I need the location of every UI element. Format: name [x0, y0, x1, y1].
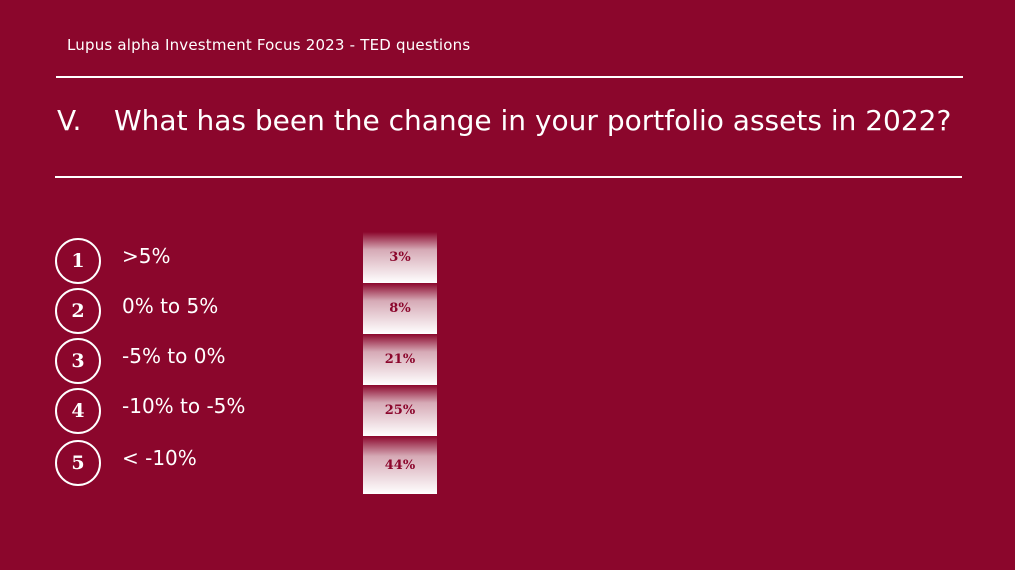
answer-row: 4 -10% to -5%: [0, 386, 500, 437]
answer-bar: 8%: [363, 283, 437, 334]
answer-number-badge: 2: [55, 288, 101, 334]
question-text: What has been the change in your portfol…: [114, 104, 952, 137]
answer-label: >5%: [122, 244, 171, 268]
answer-bar: 3%: [363, 232, 437, 283]
answer-label: -5% to 0%: [122, 344, 226, 368]
answer-bar: 21%: [363, 334, 437, 385]
answer-row: 5 < -10%: [0, 438, 500, 489]
answer-number-badge: 3: [55, 338, 101, 384]
answer-number-badge: 1: [55, 238, 101, 284]
answer-percent-label: 8%: [389, 301, 411, 316]
answer-percent-label: 3%: [389, 250, 411, 265]
top-divider: [56, 76, 963, 78]
header-title: Lupus alpha Investment Focus 2023 - TED …: [67, 36, 471, 54]
answer-label: < -10%: [122, 446, 197, 470]
answer-row: 1 >5%: [0, 236, 500, 287]
answer-number-badge: 5: [55, 440, 101, 486]
answer-bar: 25%: [363, 385, 437, 436]
answer-percent-label: 44%: [384, 457, 416, 473]
question-number: V.: [57, 104, 82, 137]
answer-row: 3 -5% to 0%: [0, 336, 500, 387]
answer-row: 2 0% to 5%: [0, 286, 500, 337]
answer-bar: 44%: [363, 436, 437, 494]
answer-percent-label: 21%: [384, 352, 416, 367]
answer-percent-label: 25%: [384, 403, 416, 418]
answer-number-badge: 4: [55, 388, 101, 434]
bottom-divider: [55, 176, 962, 178]
answer-label: 0% to 5%: [122, 294, 219, 318]
answer-label: -10% to -5%: [122, 394, 246, 418]
